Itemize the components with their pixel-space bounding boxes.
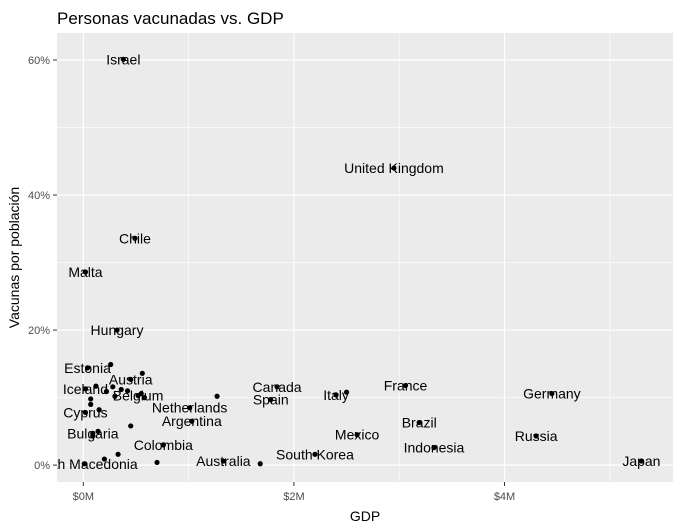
data-point bbox=[416, 419, 422, 426]
point-label: North Macedonia bbox=[31, 456, 138, 472]
data-point bbox=[124, 388, 131, 394]
data-point bbox=[112, 393, 118, 399]
x-tick-label: $0M bbox=[73, 491, 94, 503]
data-point bbox=[312, 451, 318, 457]
point-label: Belgium bbox=[113, 388, 164, 404]
x-axis-ticks: $0M $2M $4M bbox=[73, 482, 515, 503]
point-label: Brazil bbox=[402, 415, 437, 431]
data-point bbox=[93, 383, 99, 389]
data-point bbox=[533, 433, 539, 439]
data-point bbox=[128, 376, 134, 382]
data-point bbox=[103, 388, 110, 395]
x-tick-label: $4M bbox=[494, 491, 515, 503]
data-point bbox=[132, 235, 138, 241]
point-label: Cyprus bbox=[63, 404, 107, 420]
data-point bbox=[101, 456, 107, 462]
data-point bbox=[257, 461, 263, 467]
data-point bbox=[84, 365, 91, 371]
data-point bbox=[118, 386, 124, 393]
data-point bbox=[431, 444, 437, 451]
data-point bbox=[82, 409, 89, 416]
point-label: South Korea bbox=[276, 446, 354, 462]
data-point bbox=[160, 442, 166, 448]
data-point bbox=[343, 389, 350, 395]
y-tick-label: 40% bbox=[28, 190, 50, 202]
data-point bbox=[187, 405, 193, 411]
point-label: Spain bbox=[253, 392, 289, 408]
point-label: Estonia bbox=[64, 360, 111, 376]
data-point bbox=[95, 428, 101, 434]
plot-panel bbox=[57, 33, 673, 482]
data-point bbox=[549, 390, 555, 397]
data-point bbox=[82, 269, 89, 275]
data-point bbox=[96, 407, 102, 413]
data-point bbox=[114, 327, 120, 333]
point-label: Indonesia bbox=[404, 440, 465, 456]
point-label: Canada bbox=[253, 379, 302, 395]
data-point bbox=[115, 451, 121, 457]
x-axis-label: GDP bbox=[350, 508, 380, 524]
data-point bbox=[88, 401, 94, 407]
data-point bbox=[333, 392, 339, 398]
data-point bbox=[81, 461, 87, 467]
point-label: United Kingdom bbox=[344, 160, 444, 176]
data-point bbox=[391, 165, 397, 171]
point-label: Austria bbox=[109, 371, 153, 387]
y-tick-label: 0% bbox=[34, 460, 50, 472]
point-label: Bulgaria bbox=[67, 425, 119, 441]
data-point bbox=[88, 396, 94, 402]
data-point bbox=[128, 423, 134, 429]
point-labels: Israel United Kingdom Chile Malta Hungary Est… bbox=[31, 51, 660, 472]
data-point bbox=[135, 392, 141, 399]
grid-minor-lines bbox=[57, 33, 673, 482]
data-point bbox=[154, 459, 160, 466]
data-points bbox=[81, 56, 645, 467]
data-point bbox=[402, 382, 409, 389]
x-tick-label: $2M bbox=[283, 491, 304, 503]
data-point bbox=[108, 361, 114, 368]
point-label: Argentina bbox=[162, 413, 222, 429]
point-label: France bbox=[384, 377, 428, 393]
data-point bbox=[90, 430, 96, 436]
data-point bbox=[220, 458, 226, 464]
data-point bbox=[120, 56, 126, 62]
point-label: Russia bbox=[515, 428, 558, 444]
point-label: Mexico bbox=[335, 427, 380, 443]
data-point bbox=[354, 432, 360, 438]
point-label: Japan bbox=[622, 453, 660, 469]
point-label: Australia bbox=[196, 453, 251, 469]
point-label: Israel bbox=[106, 51, 140, 67]
data-point bbox=[638, 458, 645, 464]
point-label: Colombia bbox=[134, 437, 193, 453]
grid-major-lines bbox=[57, 33, 673, 482]
data-point bbox=[110, 384, 116, 390]
chart-title: Personas vacunadas vs. GDP bbox=[57, 9, 284, 28]
y-tick-label: 60% bbox=[28, 55, 50, 67]
point-label: Iceland bbox=[63, 381, 108, 397]
point-label: Germany bbox=[523, 386, 581, 402]
data-point bbox=[274, 384, 280, 390]
y-axis-ticks: 0% 20% 40% 60% bbox=[28, 55, 57, 472]
point-label: Netherlands bbox=[152, 400, 228, 416]
point-label: Chile bbox=[119, 230, 151, 246]
point-label: Italy bbox=[323, 387, 349, 403]
y-axis-label: Vacunas por población bbox=[6, 187, 22, 328]
data-point bbox=[82, 386, 89, 392]
y-tick-label: 20% bbox=[28, 325, 50, 337]
data-point bbox=[139, 370, 145, 376]
point-label: Malta bbox=[68, 264, 102, 280]
data-point bbox=[214, 393, 220, 399]
data-point bbox=[268, 397, 274, 403]
point-label: Hungary bbox=[91, 322, 144, 338]
data-point bbox=[141, 395, 147, 401]
data-point bbox=[189, 418, 195, 424]
